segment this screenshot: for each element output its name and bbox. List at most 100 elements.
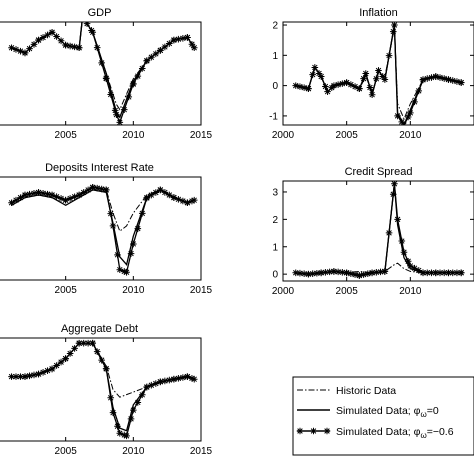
series-marker-neg [109,222,117,230]
series-marker-neg [21,49,29,57]
series-marker-neg [138,210,146,217]
x-tick-label: 2010 [399,130,422,141]
series-marker-neg [111,107,119,114]
series-marker-neg [184,199,191,207]
series-marker-neg [428,74,435,81]
series-marker-neg [398,237,406,245]
series-marker-neg [305,85,312,92]
series-marker-neg [184,373,191,380]
panel-credit-spread: Credit Spread 2000 2005 2010 0 1 2 3 [272,166,474,297]
plot-area-gdp [8,22,198,125]
series-marker-neg [317,269,325,277]
series-marker-neg [166,191,173,199]
series-marker-neg [161,189,169,196]
series-marker-neg [394,216,401,223]
axes-frame-inflation [282,21,474,126]
series-marker-neg [449,77,457,84]
series-marker-neg [445,76,452,83]
series-marker-neg [8,199,15,207]
y-tick-label: 2 [272,215,278,226]
series-marker-neg [30,371,38,379]
series-marker-neg [53,33,60,40]
legend-label-neg-sym: φ [414,426,421,438]
series-marker-neg [411,98,418,106]
series-marker-neg [75,44,83,52]
series-line-zero [295,183,462,277]
x-tick-label: 2010 [122,446,145,457]
series-marker-neg [35,36,42,44]
series-marker-neg [179,35,187,42]
series-marker-neg [170,375,178,383]
series-marker-neg [360,75,367,82]
series-line-zero [11,342,195,432]
series-marker-neg [84,186,92,194]
legend-marker-star [310,427,317,435]
series-marker-neg [148,191,155,199]
plot-area-inflation [292,22,465,125]
series-marker-neg [93,184,101,192]
series-marker-neg [148,381,155,389]
series-line-historic [11,342,195,398]
series-marker-neg [170,36,178,44]
series-marker-neg [381,76,389,83]
y-tick-label: 3 [272,187,278,198]
x-tick-label: 2005 [55,446,78,457]
series-marker-neg [116,266,124,273]
legend-label-zero-sub: ω [420,410,426,419]
series-line-neg [295,24,462,125]
series-marker-neg [39,369,47,376]
series-marker-neg [116,429,124,437]
series-marker-neg [339,80,346,87]
x-tick-label: 2010 [122,285,145,296]
series-marker-neg [30,41,38,48]
y-tick-label: 2 [272,21,278,32]
series-marker-neg [343,79,350,86]
panel-inflation: Inflation 2000 2005 2010 -1 0 1 2 [269,7,474,141]
series-marker-neg [89,184,97,191]
series-marker-neg [436,269,444,277]
series-marker-neg [53,193,60,201]
series-marker-neg [8,44,15,52]
series-marker-neg [330,268,338,275]
series-marker-neg [12,196,20,204]
series-marker-neg [17,47,24,55]
series-marker-neg [30,190,38,197]
x-tick-label: 2005 [55,285,78,296]
series-marker-neg [26,45,33,52]
panel-title-aggregate-debt: Aggregate Debt [61,323,138,335]
series-marker-neg [292,82,300,89]
series-marker-neg [351,83,359,90]
series-marker-neg [125,93,133,101]
series-marker-neg [89,29,97,36]
series-marker-neg [71,345,78,352]
series-marker-neg [21,373,29,380]
series-marker-neg [445,269,452,277]
series-marker-neg [317,73,325,80]
series-marker-neg [84,339,92,347]
series-marker-neg [134,72,142,80]
series-marker-neg [309,270,316,277]
x-tick-label: 2005 [55,130,78,141]
series-line-neg [295,183,462,277]
series-marker-neg [44,190,51,198]
axes-frame-credit-spread [282,180,474,282]
series-marker-neg [375,67,382,74]
x-tick-label: 2010 [399,286,422,297]
series-marker-neg [423,269,431,277]
series-marker-neg [391,22,398,29]
series-marker-neg [368,269,376,277]
series-marker-neg [411,264,418,272]
y-tick-label: 0 [272,81,278,92]
series-marker-neg [368,91,376,99]
series-marker-neg [296,269,304,277]
series-line-zero [11,189,195,266]
series-marker-neg [188,375,196,382]
series-marker-neg [360,271,367,278]
series-marker-neg [373,269,380,276]
series-marker-neg [449,269,457,277]
series-marker-neg [175,375,182,382]
series-marker-neg [161,43,169,51]
legend-label-neg-main: Simulated Data; [336,426,414,438]
series-marker-neg [39,190,47,197]
